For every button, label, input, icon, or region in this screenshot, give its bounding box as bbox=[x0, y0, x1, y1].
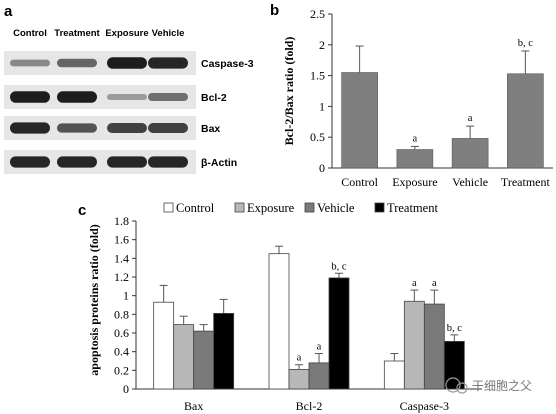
panel-b-x-tick-label: Vehicle bbox=[452, 175, 488, 189]
blot-band bbox=[148, 123, 188, 133]
panel-b-y-tick-label: 1 bbox=[319, 99, 325, 113]
panel-c-letter: c bbox=[78, 202, 86, 219]
panel-c-significance-label: a bbox=[412, 278, 417, 289]
panel-c-bar bbox=[268, 253, 290, 390]
panel-c-y-tick-label: 0.8 bbox=[114, 307, 129, 321]
watermark-text: 干细胞之父 bbox=[472, 379, 532, 393]
panel-a-western-blot: a Control Treatment Exposure Vehicle Caspas… bbox=[4, 3, 254, 174]
panel-c-y-tick-label: 1 bbox=[123, 289, 129, 303]
panel-c-legend-swatch bbox=[234, 202, 245, 213]
blot-band bbox=[148, 57, 188, 69]
panel-c-bar bbox=[383, 360, 405, 390]
panel-c-bar bbox=[308, 362, 330, 390]
panel-b-y-tick-label: 2 bbox=[319, 38, 325, 52]
panel-b-y-tick-label: 0 bbox=[319, 161, 325, 175]
panel-b-letter: b bbox=[270, 2, 279, 19]
panel-c-x-tick-label: Bcl-2 bbox=[296, 399, 323, 413]
panel-c-legend-label: Vehicle bbox=[317, 201, 355, 215]
panel-c-bar bbox=[213, 312, 235, 390]
blot-band bbox=[57, 123, 97, 133]
panel-c-bar bbox=[403, 300, 425, 390]
blot-lane-label: Vehicle bbox=[152, 28, 185, 39]
panel-c-y-tick-label: 0 bbox=[123, 382, 129, 396]
panel-b-bar bbox=[507, 73, 544, 169]
panel-b-y-tick-label: 1.5 bbox=[310, 69, 325, 83]
panel-c-y-tick-label: 1.6 bbox=[114, 233, 129, 247]
panel-c-legend-label: Treatment bbox=[387, 201, 438, 215]
watermark: 干细胞之父 bbox=[445, 377, 532, 394]
panel-b-chart: b Bcl-2/Bax ratio (fold) 0 0.5 1 1.5 2 2.5 Con… bbox=[270, 2, 553, 189]
blot-lane-label: Exposure bbox=[105, 28, 148, 39]
panel-c-y-tick-label: 0.2 bbox=[114, 363, 129, 377]
panel-b-y-axis-title: Bcl-2/Bax ratio (fold) bbox=[282, 37, 296, 146]
panel-c-y-tick-label: 1.4 bbox=[114, 251, 129, 265]
panel-b-bar bbox=[451, 138, 489, 169]
blot-band bbox=[10, 91, 50, 103]
blot-protein-label: Caspase-3 bbox=[201, 58, 254, 70]
blot-band bbox=[57, 156, 97, 168]
blot-lane-label: Control bbox=[13, 28, 47, 39]
watermark-chat-icon bbox=[445, 377, 461, 393]
panel-b-x-tick-label: Treatment bbox=[501, 175, 551, 189]
blot-band bbox=[107, 156, 147, 168]
panel-c-x-tick-label: Caspase-3 bbox=[400, 399, 449, 413]
panel-c-bar bbox=[423, 303, 445, 390]
panel-b-significance-label: a bbox=[413, 133, 418, 144]
panel-c-bar bbox=[328, 277, 350, 390]
panel-b-bar bbox=[396, 149, 434, 169]
panel-c-legend-swatch bbox=[163, 202, 174, 213]
panel-a-letter: a bbox=[4, 3, 13, 20]
blot-band bbox=[57, 91, 97, 103]
panel-c-y-tick-label: 0.4 bbox=[114, 345, 129, 359]
blot-band bbox=[148, 93, 188, 101]
panel-c-chart: c apoptosis proteins ratio (fold) Contro… bbox=[78, 201, 482, 413]
panel-c-y-axis-title: apoptosis proteins ratio (fold) bbox=[87, 224, 101, 375]
panel-c-legend-label: Exposure bbox=[247, 201, 295, 215]
panel-c-x-tick-label: Bax bbox=[184, 399, 203, 413]
blot-band bbox=[57, 58, 97, 68]
blot-band bbox=[10, 59, 50, 67]
panel-b-significance-label: a bbox=[468, 113, 473, 124]
panel-c-significance-label: a bbox=[317, 342, 322, 353]
blot-protein-label: β-Actin bbox=[201, 157, 237, 169]
panel-b-x-tick-label: Exposure bbox=[392, 175, 437, 189]
panel-c-bar bbox=[173, 324, 195, 390]
watermark-chat-icon-small bbox=[456, 382, 468, 394]
panel-c-y-tick-label: 1.8 bbox=[114, 214, 129, 228]
panel-c-y-tick-label: 0.6 bbox=[114, 326, 129, 340]
panel-b-bar bbox=[341, 72, 378, 169]
panel-b-y-tick-label: 2.5 bbox=[310, 7, 325, 21]
panel-c-significance-label: a bbox=[432, 278, 437, 289]
panel-c-legend-swatch bbox=[374, 202, 385, 213]
panel-c-significance-label: b, c bbox=[331, 261, 347, 272]
panel-b-x-tick-label: Control bbox=[341, 175, 378, 189]
blot-lane-label: Treatment bbox=[54, 28, 100, 39]
blot-protein-label: Bcl-2 bbox=[201, 92, 227, 104]
blot-band bbox=[107, 123, 147, 133]
panel-c-bar bbox=[193, 330, 215, 390]
panel-c-legend-label: Control bbox=[176, 201, 215, 215]
panel-c-significance-label: a bbox=[297, 353, 302, 364]
panel-c-bar bbox=[288, 368, 310, 390]
blot-band bbox=[148, 156, 188, 168]
blot-band bbox=[10, 156, 50, 168]
panel-c-significance-label: b, c bbox=[447, 323, 463, 334]
panel-c-y-tick-label: 1.2 bbox=[114, 270, 129, 284]
blot-protein-label: Bax bbox=[201, 123, 220, 135]
blot-band bbox=[107, 94, 147, 100]
blot-band bbox=[10, 122, 50, 134]
blot-band bbox=[107, 57, 147, 69]
panel-c-bar bbox=[153, 301, 175, 390]
panel-c-legend-swatch bbox=[304, 202, 315, 213]
panel-b-y-tick-label: 0.5 bbox=[310, 130, 325, 144]
panel-b-significance-label: b, c bbox=[518, 38, 534, 49]
